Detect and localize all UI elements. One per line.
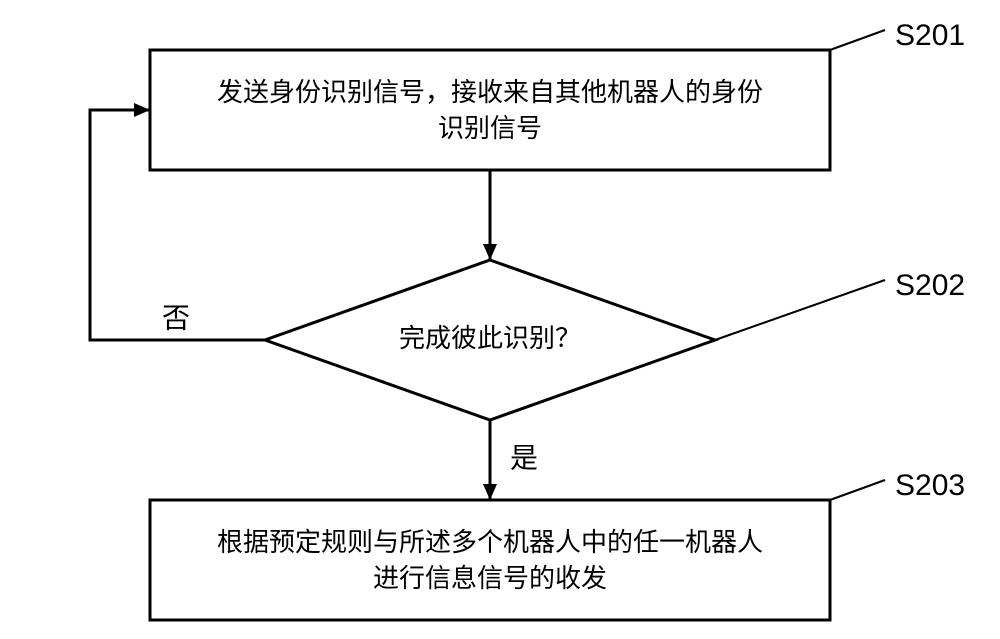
leader-s201 bbox=[830, 30, 885, 50]
text-s202-line1: 完成彼此识别？ bbox=[399, 323, 581, 353]
text-s201-line1: 发送身份识别信号，接收来自其他机器人的身份 bbox=[217, 77, 763, 107]
node-s201: 发送身份识别信号，接收来自其他机器人的身份 识别信号 bbox=[150, 50, 830, 170]
box-s203 bbox=[150, 500, 830, 620]
label-s203: S203 bbox=[895, 469, 965, 502]
leader-s203 bbox=[830, 480, 885, 500]
text-s203-line2: 进行信息信号的收发 bbox=[373, 563, 607, 593]
box-s201 bbox=[150, 50, 830, 170]
edge-e2-yes: 是 bbox=[483, 420, 538, 500]
text-s201-line2: 识别信号 bbox=[438, 113, 542, 143]
arrowhead-e2 bbox=[483, 484, 497, 500]
arrowhead-e1 bbox=[483, 244, 497, 260]
edge-label-yes: 是 bbox=[510, 442, 538, 473]
arrowhead-e3 bbox=[134, 103, 150, 117]
text-s203-line1: 根据预定规则与所述多个机器人中的任一机器人 bbox=[217, 527, 763, 557]
edge-label-no: 否 bbox=[162, 302, 190, 333]
node-s203: 根据预定规则与所述多个机器人中的任一机器人 进行信息信号的收发 bbox=[150, 500, 830, 620]
flowchart: 发送身份识别信号，接收来自其他机器人的身份 识别信号 S201 完成彼此识别？ … bbox=[0, 0, 1000, 639]
label-s201: S201 bbox=[895, 19, 965, 52]
node-s202: 完成彼此识别？ bbox=[265, 260, 715, 420]
label-s202: S202 bbox=[895, 269, 965, 302]
edge-e1 bbox=[483, 170, 497, 260]
leader-s202 bbox=[715, 280, 885, 340]
